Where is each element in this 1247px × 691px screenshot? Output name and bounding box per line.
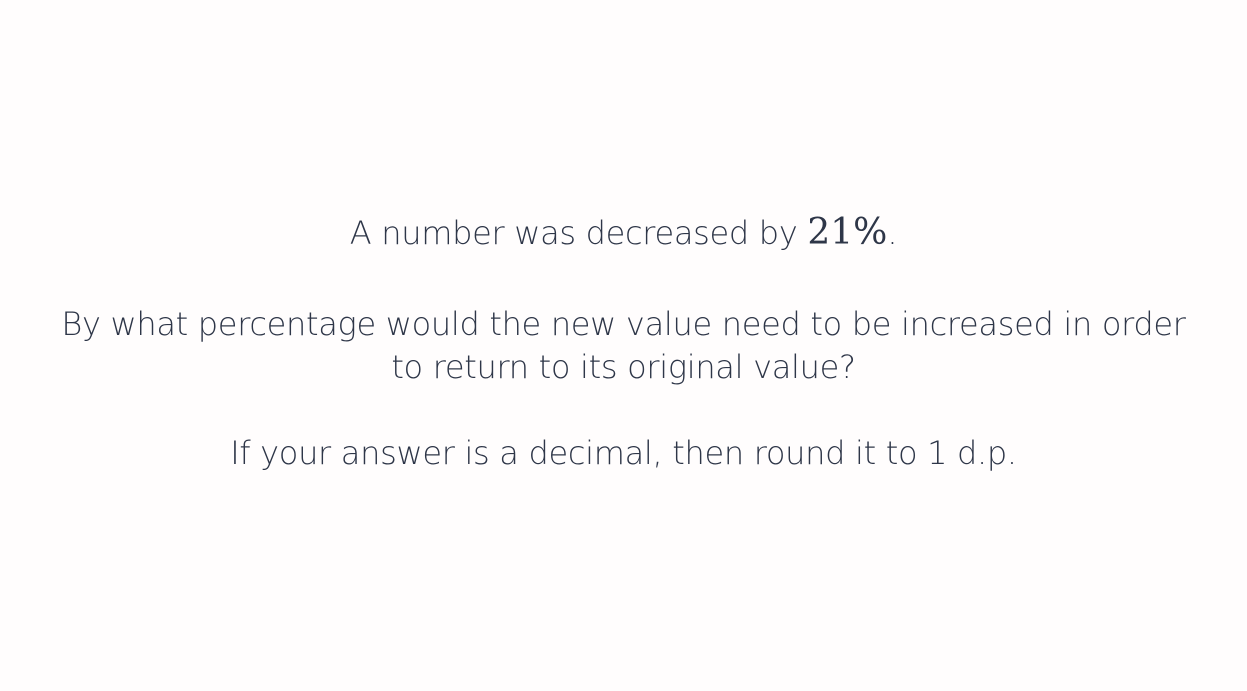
question-prompt-line-2: to return to its original value? bbox=[391, 348, 856, 386]
intro-period: . bbox=[887, 214, 898, 252]
question-intro: A number was decreased by 21%. bbox=[0, 211, 1247, 255]
rounding-instruction: If your answer is a decimal, then round … bbox=[230, 434, 1017, 472]
intro-text: A number was decreased by bbox=[349, 214, 808, 252]
percentage-value: 21% bbox=[807, 212, 888, 253]
question-prompt-line-1: By what percentage would the new value n… bbox=[61, 305, 1186, 343]
